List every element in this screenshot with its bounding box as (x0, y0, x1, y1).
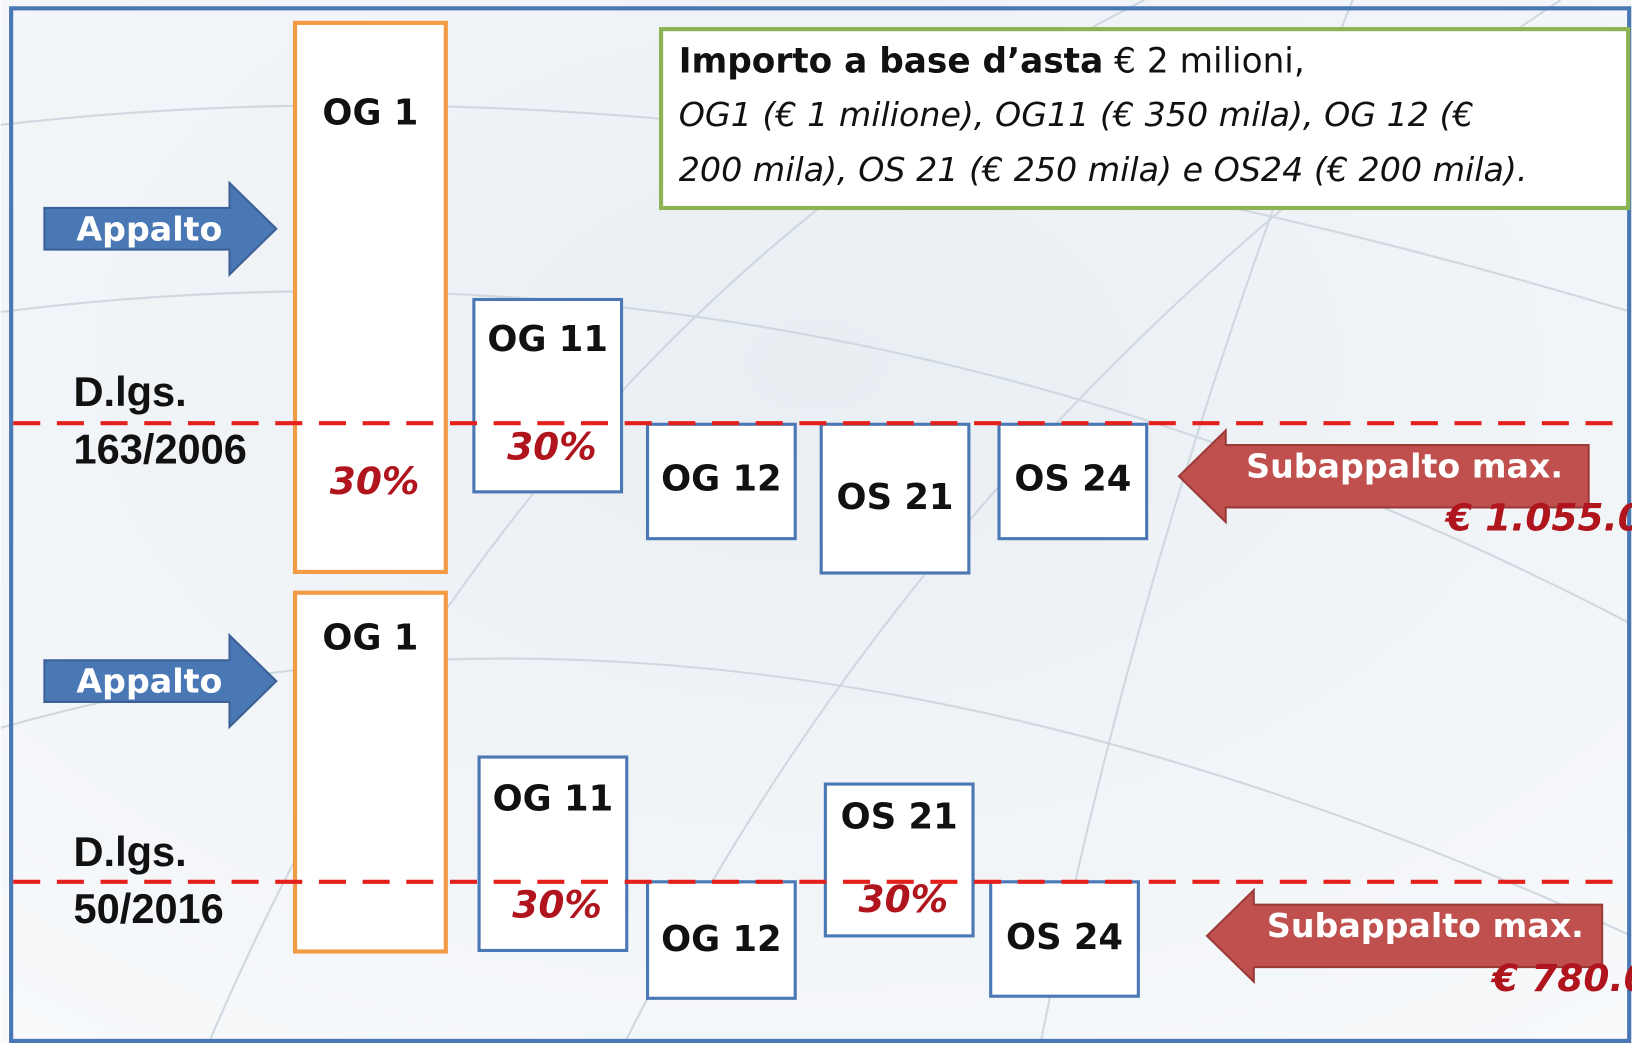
law-label: D.lgs. (74, 368, 187, 415)
subappalto-max: € 780.000 (1490, 956, 1632, 1000)
law-label: 50/2016 (74, 885, 224, 932)
category-label: OG 11 (493, 779, 614, 820)
info-line: OG1 (€ 1 milione), OG11 (€ 350 mila), OG… (679, 95, 1474, 134)
category-label: OG 12 (661, 458, 782, 499)
category-label: OG 12 (661, 919, 782, 960)
law-label: 163/2006 (74, 425, 247, 472)
percent-label: 30% (512, 882, 602, 926)
percent-label: 30% (507, 425, 597, 469)
category-label: OS 21 (837, 477, 954, 518)
category-label: OG 1 (322, 92, 418, 133)
category-label: OS 24 (1014, 458, 1131, 499)
subappalto-max: € 1.055.000 (1444, 495, 1632, 539)
law-label: D.lgs. (74, 828, 187, 875)
slide: Importo a base d’asta € 2 milioni, OG1 (… (0, 0, 1632, 1043)
category-label: OS 24 (1006, 917, 1123, 958)
appalto-label: Appalto (76, 209, 222, 248)
category-label: OS 21 (841, 796, 958, 837)
category-label: OG 11 (487, 319, 608, 360)
subappalto-label: Subappalto max. (1246, 446, 1563, 485)
percent-label: 30% (330, 459, 420, 503)
category-label: OG 1 (322, 618, 418, 659)
info-amount: € 2 milioni, (1114, 41, 1305, 81)
appalto-label: Appalto (76, 662, 222, 701)
info-heading: Importo a base d’asta € 2 milioni, (679, 41, 1305, 81)
subappalto-label: Subappalto max. (1267, 906, 1584, 945)
info-title: Importo a base d’asta (679, 41, 1103, 81)
info-line: 200 mila), OS 21 (€ 250 mila) e OS24 (€ … (679, 150, 1528, 189)
